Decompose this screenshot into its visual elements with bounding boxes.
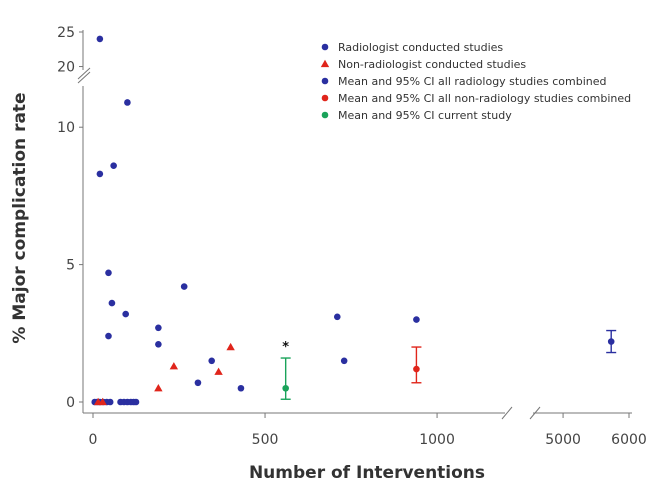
x-tick-label: 1000 — [419, 432, 455, 448]
data-point — [194, 379, 202, 387]
data-point — [122, 310, 129, 318]
data-triangle — [226, 342, 235, 351]
y-axis-title: % Major complication rate — [10, 92, 30, 343]
mean-point — [282, 384, 289, 392]
data-point — [132, 398, 140, 406]
y-tick-label: 10 — [57, 120, 75, 136]
legend-marker — [321, 111, 329, 119]
data-point — [108, 299, 116, 307]
x-axis-break — [501, 406, 541, 420]
data-point — [208, 357, 216, 365]
mean-point — [607, 338, 615, 345]
data-triangle — [169, 362, 179, 370]
data-point — [105, 332, 112, 340]
data-point — [180, 283, 188, 290]
legend-marker — [321, 94, 329, 102]
significance-star: * — [282, 340, 289, 355]
x-tick-label: 0 — [89, 432, 98, 448]
mean-point — [413, 365, 420, 373]
tick-labels: 0 5 10 20 25 0 500 1000 5000 6000 — [57, 25, 647, 448]
data-point — [124, 99, 131, 106]
x-tick-label: 5000 — [545, 432, 581, 448]
data-triangle — [214, 367, 223, 375]
legend-label: Mean and 95% CI all radiology studies co… — [338, 75, 607, 88]
data-triangle — [98, 397, 107, 406]
legend-label: Mean and 95% CI current study — [338, 109, 512, 122]
data-point — [155, 340, 162, 348]
y-tick-label: 20 — [57, 60, 75, 76]
data-point — [155, 324, 162, 332]
data-triangle — [154, 384, 163, 392]
legend-label: Radiologist conducted studies — [338, 41, 503, 54]
data-marks: * — [91, 35, 617, 406]
data-point — [106, 398, 114, 406]
y-tick-label: 0 — [66, 395, 75, 411]
x-tick-label: 500 — [252, 432, 279, 448]
y-tick-label: 5 — [66, 258, 75, 274]
y-tick-label: 25 — [57, 25, 75, 41]
legend-label: Non-radiologist conducted studies — [338, 58, 526, 71]
data-point — [96, 170, 104, 178]
legend-label: Mean and 95% CI all non-radiology studie… — [338, 92, 631, 105]
data-point — [110, 162, 117, 169]
x-axis-title: Number of Interventions — [249, 463, 485, 483]
y-axis-break — [77, 67, 91, 84]
data-point — [96, 35, 104, 43]
legend-marker — [321, 77, 329, 85]
legend-marker — [321, 43, 329, 51]
legend: Radiologist conducted studies Non-radiolo… — [320, 41, 631, 122]
data-point — [105, 269, 112, 277]
legend-marker — [320, 59, 330, 68]
data-point — [413, 316, 420, 323]
data-point — [333, 313, 341, 321]
axes — [77, 30, 632, 420]
x-tick-label: 6000 — [611, 432, 647, 448]
data-point — [340, 357, 348, 365]
data-point — [237, 384, 245, 392]
